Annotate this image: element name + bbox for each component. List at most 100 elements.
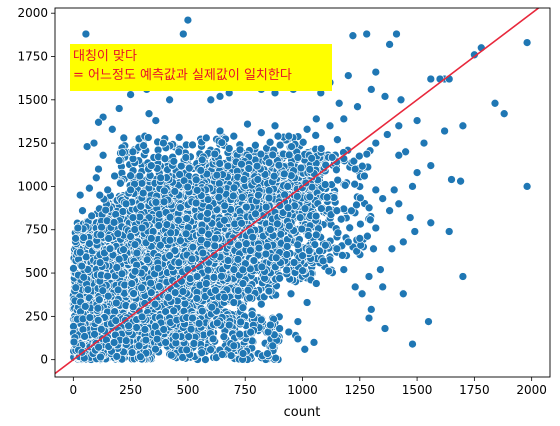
scatter-point: [180, 299, 190, 309]
scatter-point: [254, 190, 263, 200]
scatter-point: [197, 306, 207, 316]
scatter-point: [265, 137, 275, 147]
scatter-point: [292, 192, 302, 201]
scatter-point: [103, 291, 113, 301]
scatter-point: [298, 266, 307, 276]
scatter-point: [233, 255, 243, 264]
scatter-point: [362, 149, 372, 159]
scatter-point: [243, 285, 253, 295]
scatter-point: [166, 228, 176, 238]
scatter-point: [253, 175, 263, 184]
scatter-point: [264, 193, 274, 203]
scatter-point: [284, 150, 294, 160]
scatter-point: [239, 175, 249, 184]
scatter-point: [333, 175, 343, 185]
scatter-point: [249, 256, 259, 265]
scatter-point: [95, 190, 105, 200]
scatter-point: [71, 283, 81, 293]
scatter-point: [261, 202, 271, 212]
scatter-point: [234, 240, 243, 250]
scatter-point: [127, 279, 137, 288]
scatter-point: [119, 245, 128, 255]
scatter-point: [245, 293, 255, 303]
scatter-point: [340, 180, 350, 190]
scatter-point: [109, 218, 119, 227]
scatter-point: [101, 205, 111, 215]
scatter-point: [102, 216, 112, 226]
scatter-point: [80, 302, 90, 311]
scatter-point: [254, 243, 264, 253]
scatter-point: [207, 302, 217, 312]
scatter-point: [188, 242, 198, 252]
scatter-point: [345, 223, 355, 233]
scatter-point: [229, 183, 239, 193]
scatter-point: [223, 256, 233, 265]
scatter-point: [129, 289, 138, 298]
scatter-point: [271, 253, 281, 263]
scatter-point: [203, 265, 213, 275]
scatter-point: [264, 286, 274, 296]
scatter-point: [252, 161, 262, 171]
scatter-point: [229, 265, 239, 274]
scatter-point: [132, 248, 142, 258]
scatter-point: [69, 264, 78, 273]
scatter-point: [237, 192, 247, 202]
scatter-point: [197, 226, 207, 236]
scatter-point: [104, 234, 113, 243]
scatter-point: [118, 207, 128, 216]
scatter-point: [146, 278, 156, 288]
scatter-point: [94, 295, 104, 305]
scatter-point: [203, 208, 212, 218]
scatter-point: [289, 258, 299, 267]
scatter-point: [220, 215, 229, 225]
scatter-point: [93, 303, 103, 313]
scatter-point: [169, 306, 179, 316]
scatter-point: [283, 182, 293, 191]
scatter-point: [244, 164, 254, 173]
scatter-point: [324, 266, 334, 276]
scatter-point: [79, 272, 89, 282]
scatter-point: [233, 286, 243, 295]
scatter-point: [237, 218, 246, 228]
scatter-point: [327, 153, 337, 162]
scatter-point: [273, 131, 283, 141]
scatter-point: [153, 263, 163, 273]
scatter-point: [103, 271, 112, 281]
scatter-point: [165, 212, 175, 222]
scatter-point: [332, 165, 341, 175]
scatter-point: [170, 288, 180, 297]
scatter-point: [83, 285, 93, 294]
scatter-point: [276, 229, 286, 239]
scatter-point: [126, 232, 135, 241]
scatter-point: [364, 203, 374, 213]
scatter-point: [113, 229, 123, 239]
scatter-point: [220, 201, 230, 211]
scatter-point: [146, 288, 156, 297]
scatter-point: [282, 265, 292, 275]
scatter-point: [263, 242, 272, 251]
scatter-point: [296, 163, 306, 173]
scatter-point: [128, 302, 138, 312]
scatter-point: [237, 159, 246, 169]
scatter-point: [192, 294, 202, 303]
scatter-point: [178, 287, 188, 296]
scatter-point: [269, 171, 279, 181]
scatter-point: [154, 282, 164, 291]
scatter-point: [248, 232, 258, 242]
scatter-point: [182, 214, 192, 223]
scatter-point: [210, 241, 220, 251]
scatter-point: [298, 137, 308, 147]
scatter-point: [264, 186, 274, 195]
scatter-point: [77, 261, 87, 271]
scatter-point: [209, 273, 219, 282]
scatter-point: [150, 299, 160, 309]
scatter-point: [251, 209, 260, 219]
scatter-point: [198, 248, 208, 258]
scatter-point: [217, 271, 226, 281]
scatter-point: [304, 231, 313, 240]
scatter-point: [130, 266, 140, 276]
scatter-point: [137, 283, 146, 293]
scatter-point: [187, 254, 197, 264]
scatter-point: [164, 293, 173, 302]
